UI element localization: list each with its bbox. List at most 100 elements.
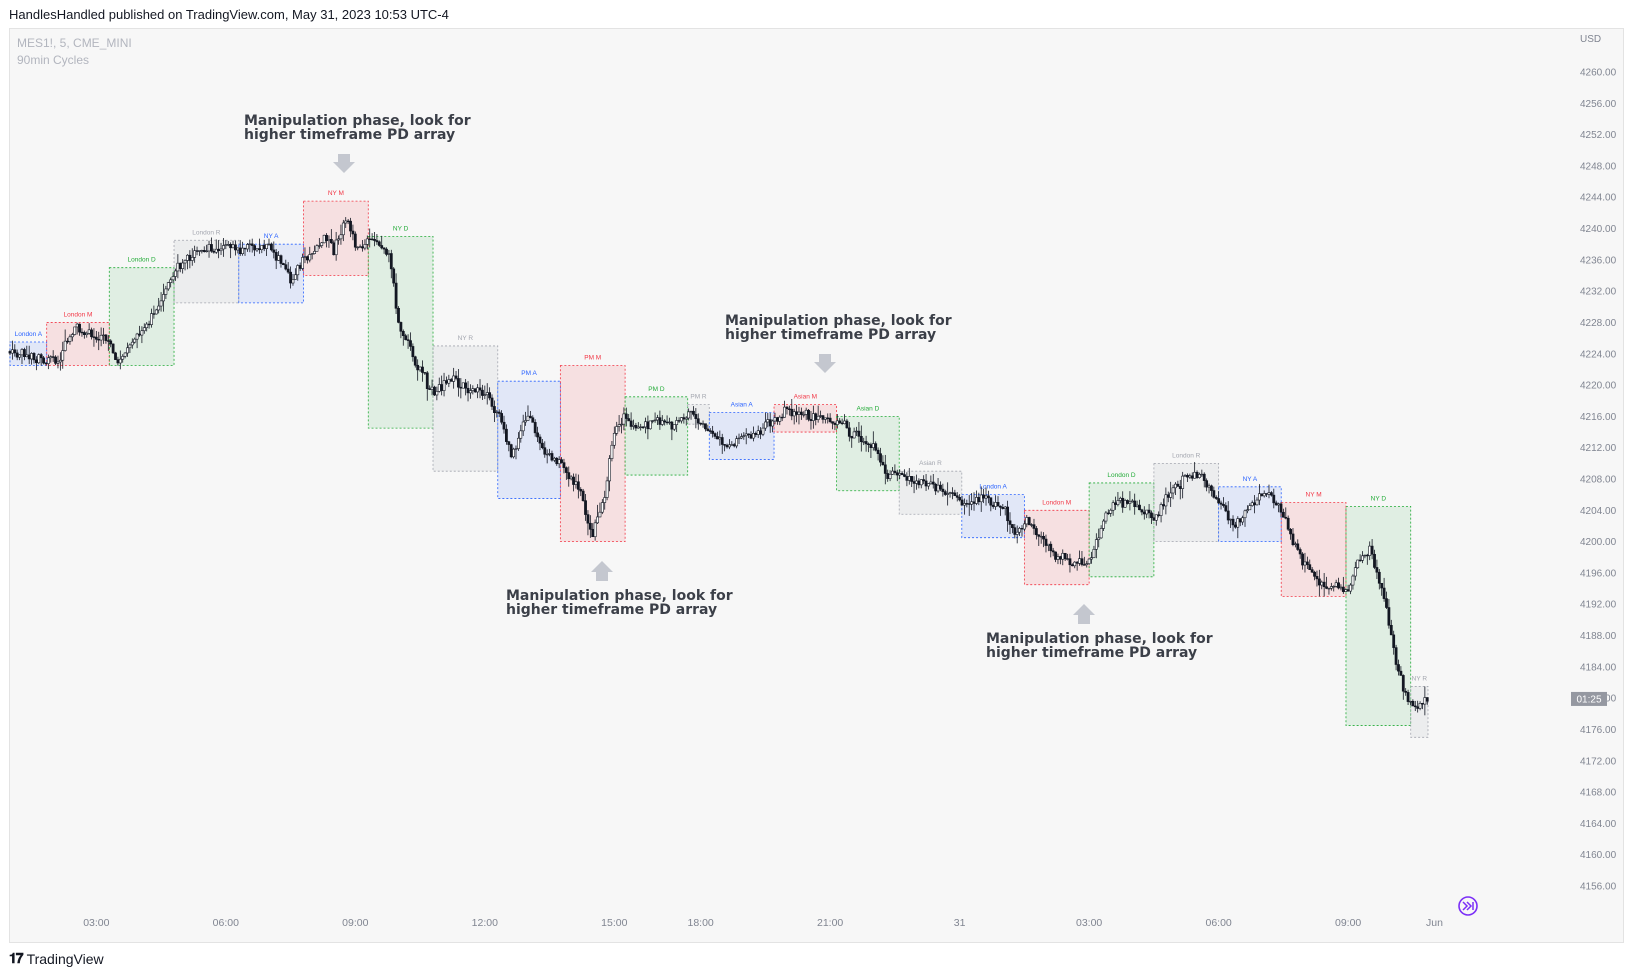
candle-body bbox=[521, 421, 525, 432]
symbol-label[interactable]: MES1!, 5, CME_MINI bbox=[17, 36, 132, 50]
candle-body bbox=[313, 251, 316, 254]
price-tick: 4184.00 bbox=[1580, 662, 1617, 673]
candle-body bbox=[442, 380, 446, 391]
candle-body bbox=[1421, 703, 1424, 705]
candle-body bbox=[471, 388, 475, 391]
candle-body bbox=[987, 495, 990, 499]
time-axis[interactable]: 03:00 06:00 09:00 12:00 15:00 18:00 21:00 31 03:… bbox=[83, 917, 1443, 929]
candle-body bbox=[102, 334, 105, 337]
candle-body bbox=[286, 268, 290, 273]
candle-body bbox=[61, 350, 65, 361]
candle-body bbox=[653, 419, 657, 422]
down-arrow-icon bbox=[814, 354, 836, 373]
candle-body bbox=[387, 253, 391, 255]
session-label: NY A bbox=[1243, 476, 1258, 483]
candle-body bbox=[457, 378, 460, 388]
candle-body bbox=[874, 443, 878, 451]
candle-body bbox=[406, 339, 410, 341]
candle-body bbox=[253, 245, 257, 251]
candle-body bbox=[207, 244, 211, 252]
candle-body bbox=[22, 349, 26, 357]
candle-body bbox=[1051, 550, 1055, 553]
candle-body bbox=[310, 253, 314, 255]
candle-body bbox=[1387, 607, 1391, 626]
time-tick: 03:00 bbox=[1076, 917, 1102, 929]
candle-body bbox=[236, 247, 240, 251]
candle-body bbox=[169, 279, 173, 283]
candle-body bbox=[1061, 552, 1065, 560]
candle-body bbox=[1327, 587, 1331, 590]
candle-body bbox=[1243, 510, 1247, 519]
candle-body bbox=[977, 497, 981, 503]
price-axis[interactable]: USD 4156.00 4160.00 4164.00 4168.00 4172.00 4… bbox=[1580, 34, 1617, 893]
time-tick: Jun bbox=[1426, 917, 1443, 929]
candle-body bbox=[1329, 586, 1333, 589]
candle-body bbox=[87, 329, 91, 334]
candle-body bbox=[895, 472, 899, 476]
candle-body bbox=[656, 417, 659, 421]
candle-body bbox=[1382, 587, 1386, 599]
candle-body bbox=[785, 406, 789, 410]
candle-body bbox=[1265, 493, 1268, 495]
candle-body bbox=[507, 441, 511, 445]
candle-body bbox=[1190, 475, 1194, 479]
candle-body bbox=[1186, 474, 1189, 478]
candle-body bbox=[272, 249, 276, 253]
candle-body bbox=[365, 238, 369, 245]
candle-body bbox=[1063, 552, 1067, 560]
scroll-to-realtime-button[interactable] bbox=[1458, 896, 1478, 916]
candle-body bbox=[1008, 520, 1012, 525]
candle-body bbox=[1317, 578, 1321, 586]
candle-body bbox=[598, 511, 602, 518]
candle-body bbox=[879, 453, 882, 463]
candle-body bbox=[1200, 473, 1204, 476]
candle-body bbox=[1279, 503, 1283, 513]
candle-body bbox=[660, 420, 664, 425]
session-box bbox=[1280, 502, 1347, 597]
candle-body bbox=[701, 423, 705, 425]
candle-body bbox=[377, 241, 381, 246]
candle-body bbox=[344, 220, 348, 224]
candle-body bbox=[296, 265, 300, 276]
candle-body bbox=[1356, 559, 1360, 569]
candle-body bbox=[51, 356, 55, 358]
session-label: Asian M bbox=[794, 394, 817, 401]
current-price-marker: 01:25 bbox=[1571, 691, 1607, 706]
candle-body bbox=[166, 282, 170, 290]
candle-body bbox=[214, 248, 218, 253]
session-label: Asian R bbox=[919, 460, 942, 467]
candle-body bbox=[809, 419, 813, 421]
candle-body bbox=[346, 220, 350, 223]
candle-body bbox=[742, 435, 746, 437]
candle-body bbox=[1334, 582, 1338, 587]
tradingview-logo[interactable]: 𝟏𝟕 TradingView bbox=[9, 950, 104, 967]
candle-body bbox=[1078, 558, 1081, 564]
candle-body bbox=[1058, 556, 1062, 560]
candle-body bbox=[605, 480, 609, 498]
candle-body bbox=[984, 495, 988, 499]
candle-body bbox=[730, 444, 734, 446]
session-box bbox=[108, 267, 175, 366]
candle-body bbox=[939, 484, 942, 490]
candle-body bbox=[317, 245, 321, 247]
candle-body bbox=[157, 305, 161, 311]
candle-body bbox=[706, 428, 710, 431]
candle-body bbox=[416, 364, 420, 371]
candle-body bbox=[10, 349, 14, 354]
candle-body bbox=[1406, 692, 1410, 702]
candle-body bbox=[1159, 504, 1163, 516]
candle-body bbox=[1236, 518, 1240, 528]
price-tick: 4244.00 bbox=[1580, 193, 1617, 204]
candle-body bbox=[1087, 558, 1091, 564]
candle-body bbox=[826, 417, 830, 419]
indicator-label[interactable]: 90min Cycles bbox=[17, 53, 90, 67]
candle-body bbox=[497, 411, 501, 414]
candle-body bbox=[600, 502, 604, 513]
candle-body bbox=[351, 230, 355, 235]
scroll-realtime-icon[interactable] bbox=[1458, 896, 1478, 916]
chart-pane[interactable] bbox=[9, 28, 1624, 943]
price-tick: 4240.00 bbox=[1580, 224, 1617, 235]
candle-body bbox=[495, 411, 499, 414]
candle-body bbox=[411, 346, 415, 358]
